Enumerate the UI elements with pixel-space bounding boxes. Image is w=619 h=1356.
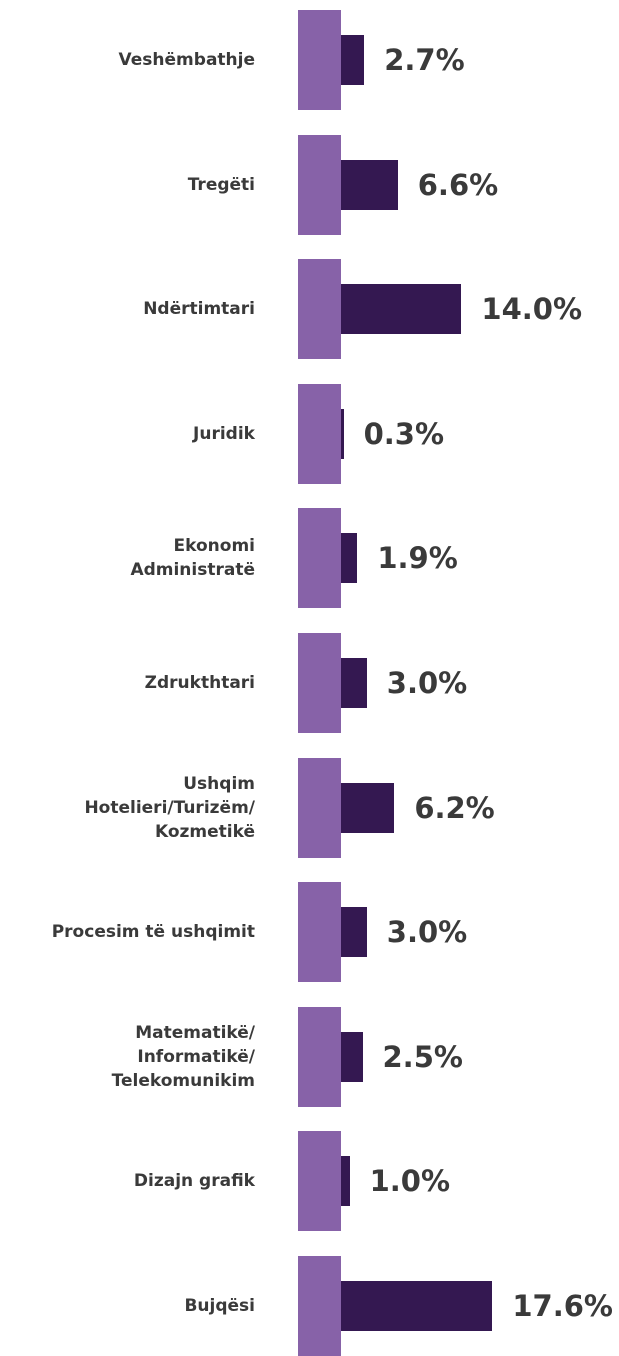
category-label: Tregëti bbox=[187, 174, 255, 195]
category-label: Procesim të ushqimit bbox=[51, 922, 255, 943]
category-label: Ndërtimtari bbox=[143, 299, 255, 320]
value-label: 6.6% bbox=[417, 167, 499, 202]
bar bbox=[341, 408, 344, 459]
value-label: 1.9% bbox=[377, 541, 458, 576]
bar bbox=[341, 658, 367, 708]
row-block bbox=[298, 633, 341, 733]
row-block bbox=[298, 1256, 341, 1356]
row-block bbox=[298, 10, 341, 110]
value-label: 14.0% bbox=[481, 292, 582, 327]
category-label: Zdrukthtari bbox=[144, 673, 255, 693]
bar bbox=[341, 782, 395, 833]
row-block bbox=[298, 508, 341, 609]
category-label: Veshëmbathje bbox=[118, 50, 255, 70]
row-block bbox=[298, 1006, 341, 1107]
bar bbox=[341, 907, 367, 958]
category-label: Dizajn grafik bbox=[133, 1171, 255, 1192]
row-block bbox=[298, 259, 341, 360]
value-label: 17.6% bbox=[512, 1289, 613, 1323]
row-block bbox=[298, 757, 341, 858]
value-label: 1.0% bbox=[369, 1164, 451, 1199]
value-label: 2.7% bbox=[384, 43, 465, 77]
row-block bbox=[298, 882, 341, 983]
value-label: 0.3% bbox=[363, 416, 445, 451]
value-label: 6.2% bbox=[414, 790, 495, 825]
bar bbox=[341, 1281, 493, 1331]
category-label: Juridik bbox=[193, 423, 255, 444]
value-label: 2.5% bbox=[382, 1039, 463, 1074]
category-label: Bujqësi bbox=[184, 1296, 255, 1316]
value-label: 3.0% bbox=[386, 666, 468, 700]
category-label: Ekonomi Administratë bbox=[130, 536, 255, 581]
bar bbox=[341, 159, 398, 210]
value-label: 3.0% bbox=[386, 915, 468, 950]
row-block bbox=[298, 1131, 341, 1232]
bar bbox=[341, 1156, 350, 1207]
row-block bbox=[298, 383, 341, 484]
category-label: Ushqim Hotelieri/Turizëm/ Kozmetikë bbox=[84, 773, 255, 842]
bar bbox=[341, 1031, 363, 1082]
bar bbox=[341, 284, 462, 335]
category-label: Matematikë/ Informatikë/ Telekomunikim bbox=[111, 1022, 255, 1091]
bar bbox=[341, 533, 358, 584]
row-block bbox=[298, 134, 341, 235]
bar bbox=[341, 35, 365, 85]
